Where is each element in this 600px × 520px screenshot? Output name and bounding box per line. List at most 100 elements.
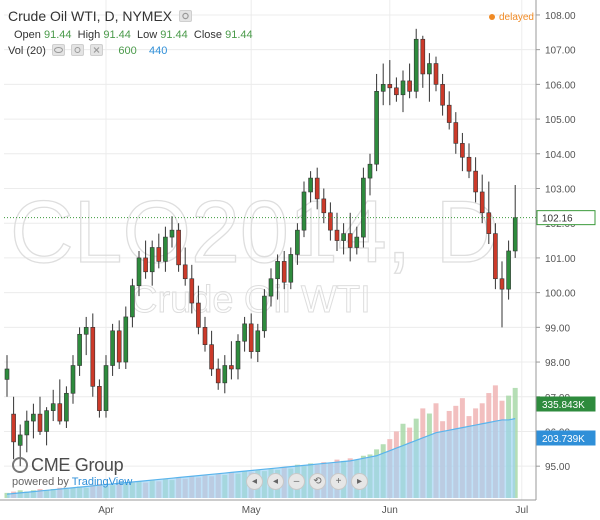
candle-body	[499, 278, 505, 290]
zoom-in-button[interactable]: +	[330, 473, 347, 490]
candle-body	[143, 257, 148, 273]
chart-navigation-toolbar: ◂ ◂ – ⟲ + ▸	[246, 473, 368, 490]
candle-body	[413, 38, 419, 92]
watermark: CLO2014, D Crude Oil WTI	[9, 181, 499, 321]
close-icon[interactable]	[90, 44, 104, 57]
candle-body	[202, 327, 208, 345]
settings-icon[interactable]	[179, 10, 193, 23]
candle-body	[149, 247, 155, 273]
scroll-start-button[interactable]: ◂	[246, 473, 263, 490]
candles	[4, 28, 518, 467]
candle-body	[347, 233, 353, 248]
candle-body	[486, 212, 492, 234]
candle-body	[50, 403, 56, 411]
volume-ma-tag-text: 203.739K	[542, 434, 585, 445]
candle-body	[361, 177, 366, 238]
candle-body	[473, 170, 478, 193]
candle-body	[24, 420, 30, 436]
candle-body	[466, 156, 472, 172]
zoom-out-button[interactable]: –	[288, 473, 305, 490]
reset-button[interactable]: ⟲	[309, 473, 326, 490]
y-tick-label: 108.00	[545, 11, 576, 22]
candle-body	[97, 386, 102, 411]
candle-body	[433, 63, 439, 85]
candle-body	[512, 217, 518, 252]
candle-body	[248, 323, 254, 352]
y-tick-label: 99.00	[545, 323, 570, 334]
candle-body	[169, 229, 175, 238]
candle-body	[288, 254, 294, 283]
candle-body	[17, 434, 23, 446]
volume-tag: 335.843K	[536, 396, 596, 412]
cme-logo-text: CME Group	[31, 455, 124, 475]
candle-body	[301, 191, 307, 231]
candle-body	[64, 392, 69, 422]
candle-body	[77, 333, 82, 366]
candle-body	[479, 191, 485, 214]
open-label: Open	[14, 29, 41, 41]
candle-body	[235, 340, 241, 370]
candle-body	[420, 38, 426, 75]
price-labels: 102.16 335.843K 203.739K	[4, 210, 596, 446]
x-tick-label: Jul	[515, 505, 528, 516]
candle-body	[427, 63, 432, 75]
candle-body	[196, 302, 201, 328]
high-value: 91.44	[103, 29, 131, 41]
candle-body	[334, 229, 340, 241]
low-label: Low	[136, 29, 158, 41]
candle-body	[242, 323, 247, 342]
candle-body	[103, 365, 109, 411]
watermark-line-2: Crude Oil WTI	[130, 279, 371, 321]
candle-body	[308, 177, 313, 193]
high-label: High	[77, 29, 101, 41]
candle-body	[136, 257, 142, 286]
candle-body	[506, 250, 511, 290]
volume-indicator-label: Vol (20)	[8, 45, 46, 57]
candle-body	[394, 87, 399, 96]
gear-icon[interactable]	[71, 44, 85, 57]
candle-body	[176, 229, 181, 266]
candle-body	[341, 233, 346, 241]
delayed-dot-icon	[488, 14, 495, 20]
scroll-right-button[interactable]: ▸	[351, 473, 368, 490]
y-tick-label: 105.00	[545, 115, 576, 126]
candle-body	[222, 365, 228, 384]
close-value: 91.44	[225, 29, 253, 41]
delayed-label: delayed	[498, 12, 534, 23]
volume-ma-area	[7, 418, 516, 498]
last-price-tag-text: 102.16	[542, 214, 573, 225]
y-tick-label: 106.00	[545, 80, 576, 91]
volume-ma-tag-box	[536, 430, 596, 446]
candle-body	[70, 365, 76, 394]
candle-body	[493, 233, 498, 280]
candle-body	[380, 84, 386, 92]
candle-body	[460, 143, 465, 158]
chart-title: Crude Oil WTI, D, NYMEX	[8, 8, 173, 24]
x-tick-label: Jun	[382, 505, 398, 516]
x-tick-label: Apr	[98, 505, 114, 516]
eye-icon[interactable]	[51, 44, 65, 57]
candle-body	[328, 212, 333, 231]
scroll-left-button[interactable]: ◂	[267, 473, 284, 490]
volume-ma-value: 440	[148, 45, 168, 57]
branding: CME Group powered by TradingView	[12, 455, 132, 488]
low-value: 91.44	[160, 29, 188, 41]
candle-body	[83, 327, 89, 335]
candle-body	[215, 368, 221, 384]
candle-body	[130, 285, 135, 318]
candle-body	[262, 295, 267, 332]
delayed-badge: delayed	[488, 12, 534, 23]
tradingview-link[interactable]: TradingView	[71, 476, 133, 488]
candle-body	[440, 84, 445, 106]
candle-body	[367, 163, 373, 179]
candle-body	[11, 413, 16, 443]
candle-body	[407, 80, 412, 92]
volume-ma-line	[6, 418, 516, 495]
powered-by-label: powered by	[12, 476, 69, 488]
candle-body	[37, 413, 43, 432]
candle-body	[156, 247, 162, 262]
y-tick-label: 100.00	[545, 289, 576, 300]
